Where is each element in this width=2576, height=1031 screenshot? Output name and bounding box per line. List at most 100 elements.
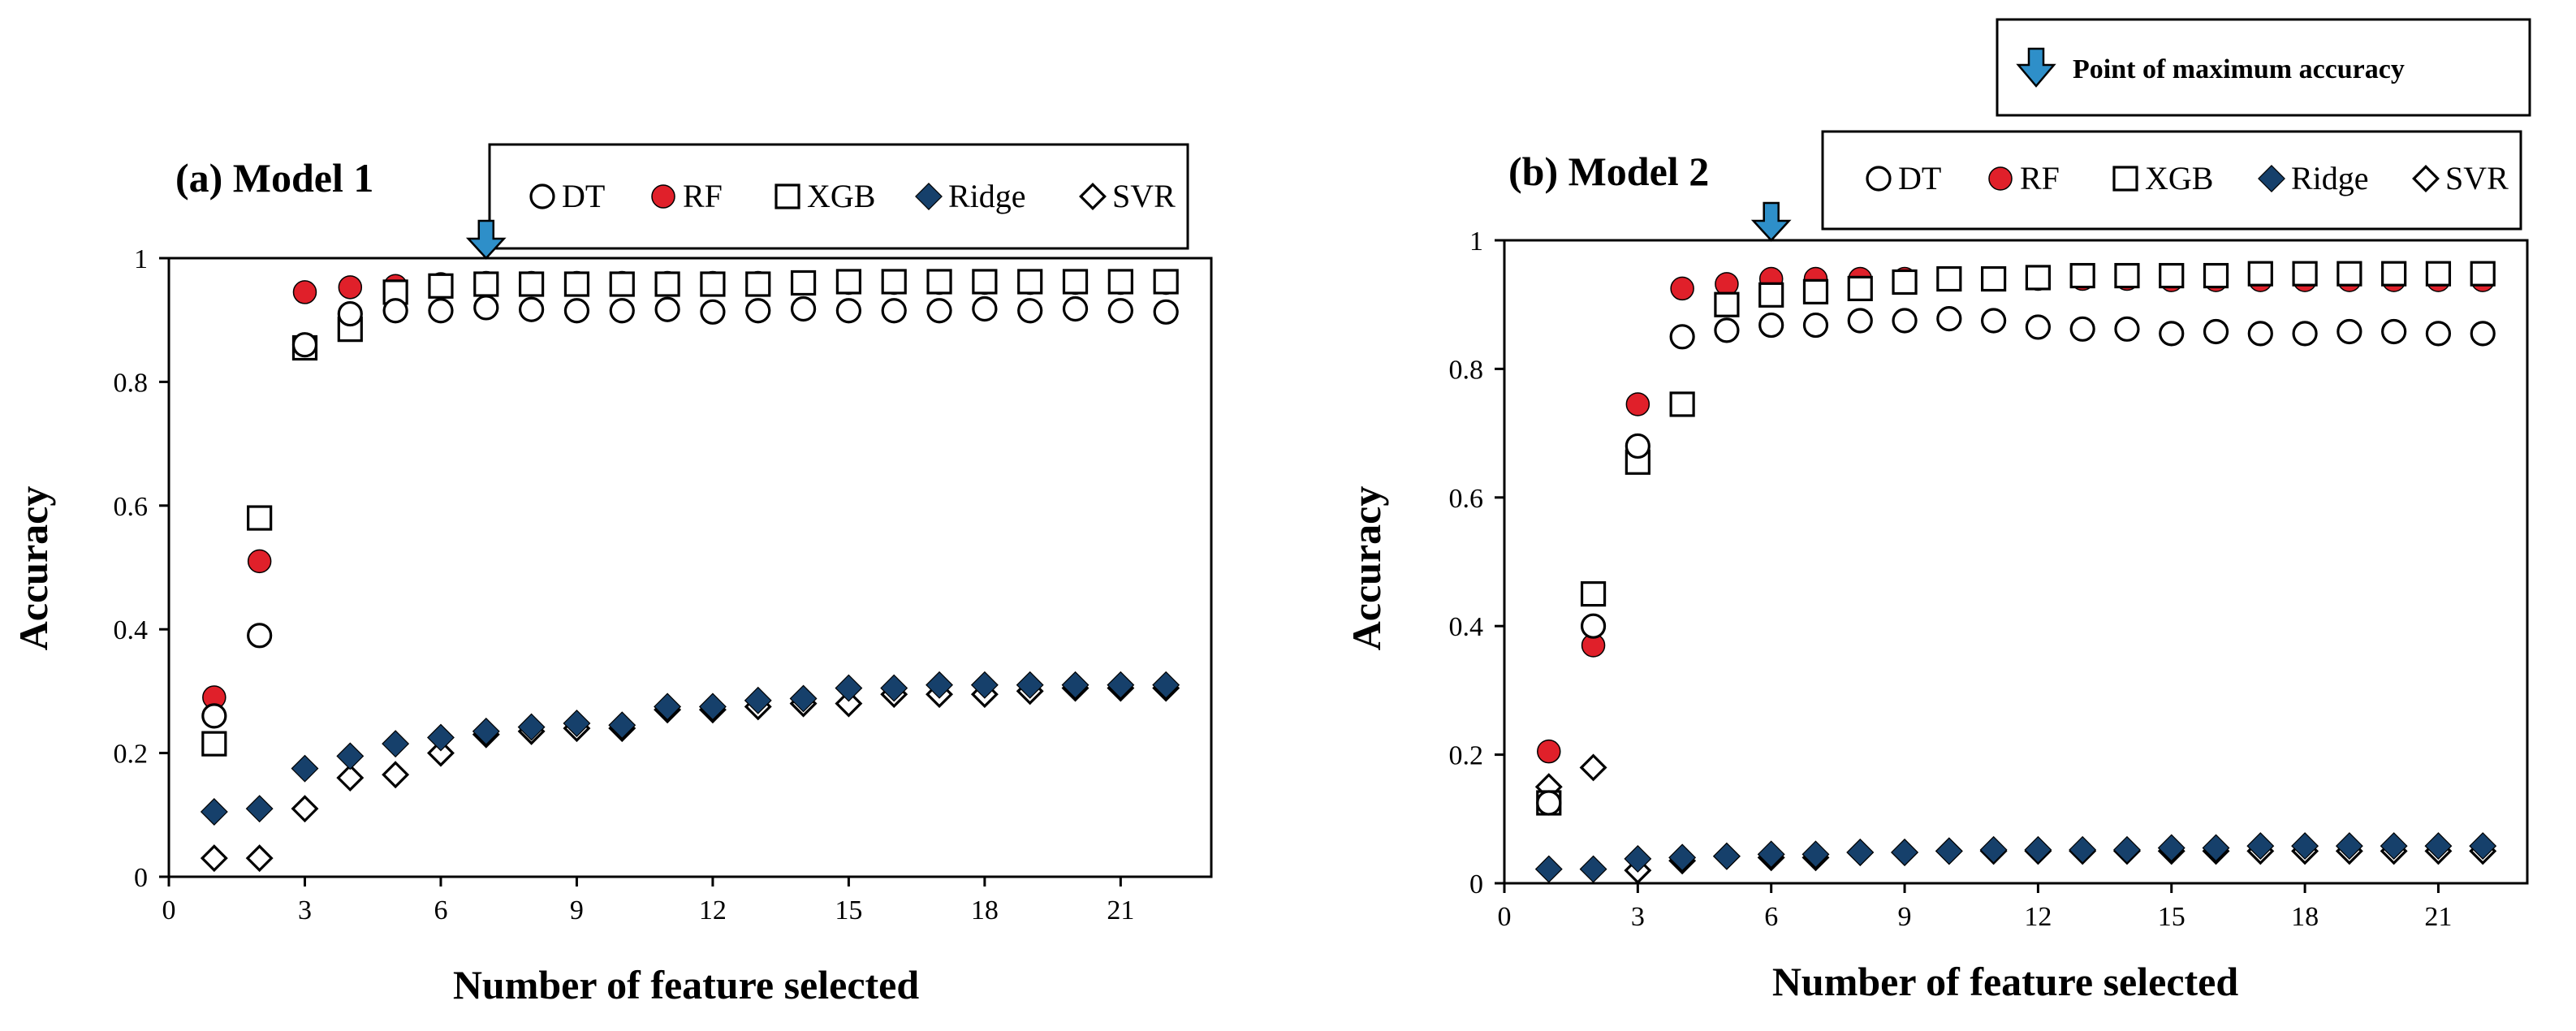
panel-b-title: (b) Model 2 bbox=[1508, 149, 1709, 194]
point-ridge bbox=[2024, 835, 2052, 864]
global-legend: Point of maximum accuracy bbox=[1996, 18, 2531, 117]
down-arrow-icon bbox=[2016, 47, 2056, 88]
panel-a-xlabel: Number of feature selected bbox=[453, 962, 920, 1007]
series-ridge bbox=[1534, 832, 2497, 883]
point-ridge bbox=[608, 711, 636, 740]
point-ridge bbox=[517, 713, 546, 741]
series-dt bbox=[201, 295, 1179, 729]
legend-label-ridge: Ridge bbox=[2291, 160, 2369, 196]
point-xgb bbox=[2337, 261, 2362, 287]
point-rf bbox=[1537, 739, 1561, 764]
legend-label-dt: DT bbox=[1898, 160, 1941, 196]
point-xgb bbox=[519, 271, 545, 297]
point-xgb bbox=[609, 271, 635, 297]
point-ridge bbox=[1107, 671, 1135, 699]
point-svr bbox=[835, 689, 863, 718]
point-xgb bbox=[2025, 265, 2051, 291]
point-xgb bbox=[1847, 275, 1873, 301]
panel-a-title: (a) Model 1 bbox=[175, 155, 373, 201]
point-xgb bbox=[2069, 262, 2095, 289]
series-xgb bbox=[1536, 261, 2496, 816]
point-dt bbox=[1017, 298, 1043, 324]
point-ridge bbox=[563, 710, 591, 737]
point-xgb bbox=[1802, 278, 1829, 304]
point-xgb bbox=[1062, 269, 1089, 295]
panel-b-legend: DT RF XGB Ridge SVR bbox=[1866, 160, 2509, 196]
point-xgb bbox=[1107, 269, 1133, 295]
x-tick-label: 6 bbox=[1764, 902, 1778, 932]
point-rf bbox=[338, 275, 363, 300]
point-xgb bbox=[745, 271, 771, 297]
point-ridge bbox=[835, 674, 863, 702]
point-dt bbox=[881, 298, 907, 324]
x-tick-label: 3 bbox=[1631, 902, 1645, 932]
point-dt bbox=[519, 296, 545, 322]
point-xgb bbox=[926, 269, 952, 295]
point-xgb bbox=[428, 273, 454, 299]
point-dt bbox=[563, 298, 590, 324]
point-dt bbox=[2292, 321, 2318, 347]
legend-label-rf: RF bbox=[2020, 160, 2060, 196]
legend-marker-xgb bbox=[2112, 166, 2138, 192]
point-ridge bbox=[880, 674, 908, 702]
point-dt bbox=[2025, 314, 2051, 340]
max-accuracy-arrow-icon bbox=[1750, 201, 1792, 242]
panel-b-axes: 0 3 6 9 12 15 18 21 0 0.2 0.4 0.6 0.8 1 bbox=[1449, 226, 2527, 932]
x-tick-label: 15 bbox=[835, 895, 862, 925]
panel-b-marks bbox=[1534, 201, 2497, 885]
point-ridge bbox=[2380, 832, 2408, 861]
y-tick-label: 0.6 bbox=[1449, 484, 1484, 514]
x-tick-label: 0 bbox=[1498, 902, 1512, 932]
point-dt bbox=[1802, 312, 1829, 339]
point-xgb bbox=[1580, 580, 1607, 607]
point-dt bbox=[1936, 306, 1962, 332]
point-svr bbox=[1579, 753, 1607, 782]
point-ridge bbox=[2113, 835, 2141, 864]
legend-marker-dt bbox=[1866, 166, 1892, 192]
point-dt bbox=[428, 298, 454, 324]
point-dt bbox=[926, 298, 952, 324]
point-dt bbox=[2381, 318, 2407, 345]
point-ridge bbox=[1016, 671, 1044, 699]
point-xgb bbox=[790, 270, 817, 296]
point-rf bbox=[1670, 276, 1694, 301]
x-tick-label: 12 bbox=[699, 895, 727, 925]
panel-a-legend-box bbox=[488, 143, 1189, 250]
y-tick-label: 0 bbox=[1469, 869, 1483, 899]
panel-model-2: (b) Model 2 DT RF XGB Ridge SVR 0 3 6 9 12 15 18 21… bbox=[1344, 130, 2529, 1004]
panel-a-marks bbox=[200, 219, 1180, 873]
point-ridge bbox=[2069, 835, 2097, 864]
y-tick-label: 0.2 bbox=[114, 740, 149, 770]
point-xgb bbox=[2114, 262, 2140, 289]
y-tick-label: 0.8 bbox=[1449, 355, 1484, 385]
point-xgb bbox=[881, 269, 907, 295]
point-ridge bbox=[2424, 832, 2453, 861]
point-ridge bbox=[698, 692, 727, 721]
legend-label-dt: DT bbox=[562, 178, 605, 214]
point-dt bbox=[1580, 613, 1607, 639]
point-dt bbox=[1981, 308, 2007, 334]
legend-marker-svr bbox=[2412, 165, 2440, 192]
series-xgb bbox=[201, 269, 1179, 757]
x-tick-label: 21 bbox=[2424, 902, 2452, 932]
x-tick-label: 0 bbox=[162, 895, 176, 925]
point-ridge bbox=[2202, 834, 2230, 862]
point-dt bbox=[2425, 321, 2452, 347]
point-ridge bbox=[926, 671, 953, 699]
point-xgb bbox=[2247, 261, 2273, 287]
y-tick-label: 0.8 bbox=[114, 368, 149, 398]
point-xgb bbox=[1758, 282, 1784, 308]
point-ridge bbox=[472, 717, 500, 745]
point-xgb bbox=[201, 731, 227, 757]
point-xgb bbox=[2159, 262, 2185, 289]
y-tick-label: 0.2 bbox=[1449, 741, 1484, 771]
x-tick-label: 9 bbox=[570, 895, 584, 925]
series-ridge bbox=[200, 671, 1180, 826]
point-xgb bbox=[2381, 261, 2407, 287]
point-dt bbox=[2069, 316, 2095, 342]
legend-marker-ridge bbox=[2258, 165, 2285, 192]
point-rf bbox=[292, 280, 317, 304]
y-tick-label: 1 bbox=[1469, 226, 1483, 257]
point-ridge bbox=[2291, 832, 2319, 861]
point-dt bbox=[382, 298, 408, 324]
